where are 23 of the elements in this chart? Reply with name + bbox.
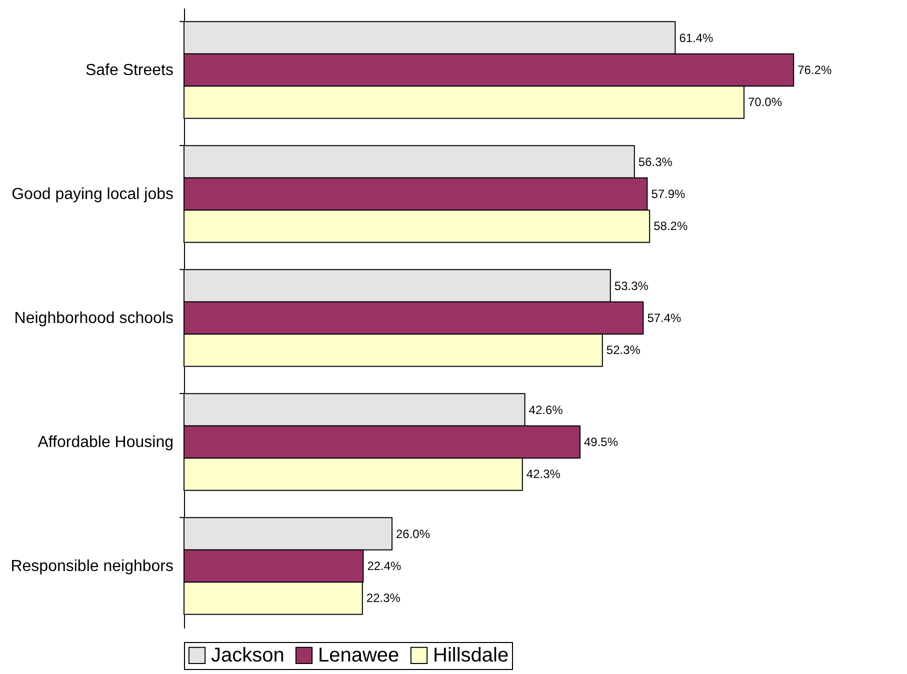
data-label: 76.2% — [798, 63, 832, 77]
data-label: 57.9% — [651, 187, 686, 201]
data-label: 22.4% — [367, 559, 402, 573]
data-label: 57.4% — [647, 311, 682, 325]
y-tick-label: Responsible neighbors — [10, 558, 174, 575]
legend-label: Jackson — [211, 644, 284, 666]
data-label: 26.0% — [396, 526, 430, 541]
data-label: 49.5% — [584, 435, 618, 449]
data-label: 70.0% — [748, 95, 782, 110]
data-label: 56.3% — [638, 154, 673, 169]
y-tick-label: Neighborhood schools — [14, 310, 174, 327]
data-label: 22.3% — [366, 591, 401, 606]
data-label: 42.3% — [526, 467, 561, 482]
data-label: 61.4% — [679, 30, 714, 45]
legend-label: Hillsdale — [433, 644, 509, 666]
data-label: 58.2% — [654, 219, 688, 234]
y-tick-label: Affordable Housing — [38, 434, 174, 451]
data-label: 52.3% — [606, 343, 641, 358]
data-label: 53.3% — [614, 278, 649, 293]
y-tick-label: Safe Streets — [85, 62, 174, 79]
y-tick-label: Good paying local jobs — [12, 186, 174, 203]
data-label: 42.6% — [528, 402, 564, 417]
legend-label: Lenawee — [318, 644, 400, 666]
